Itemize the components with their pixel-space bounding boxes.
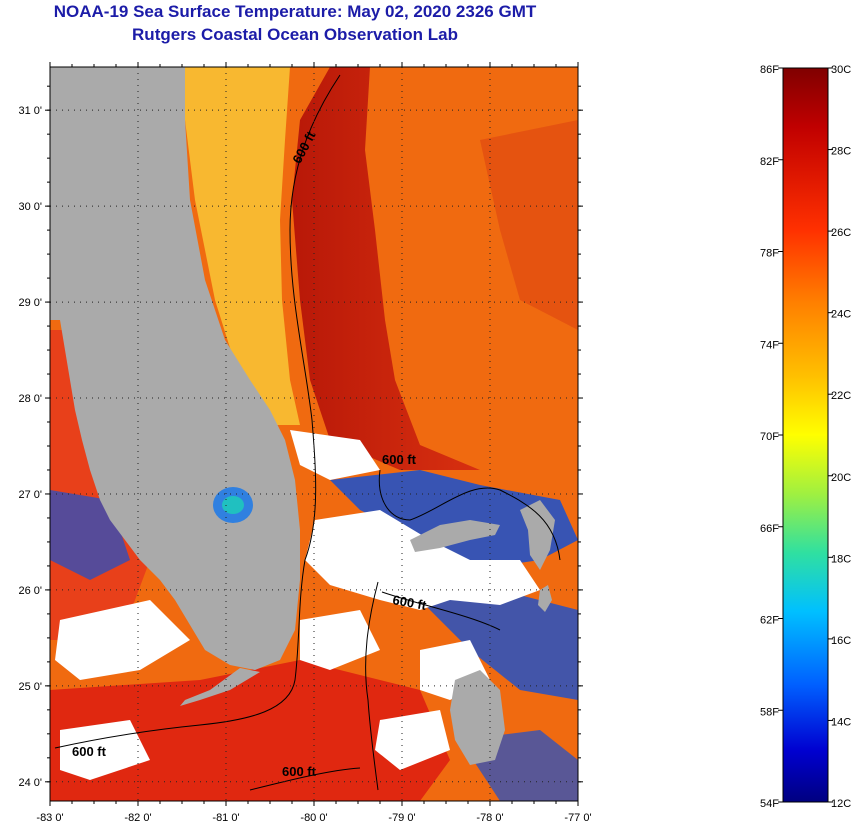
offshore-warm-patch	[480, 120, 578, 330]
lake-okeechobee-core	[222, 496, 244, 514]
lon-label: -83 0'	[36, 812, 63, 824]
eleuthera-island	[538, 585, 552, 612]
florida-keys	[180, 668, 260, 706]
cloud-cover	[55, 600, 190, 680]
isobath-600ft	[365, 581, 379, 791]
lon-label: -80 0'	[300, 812, 327, 824]
lon-label: -78 0'	[476, 812, 503, 824]
gulf-stream	[292, 67, 480, 470]
colorbar-label-f: 78F	[760, 248, 779, 260]
cloud-cover	[60, 720, 150, 780]
cool-water-patch	[420, 590, 578, 700]
cloud-cover	[290, 430, 380, 480]
colorbar-label-c: 30C	[831, 64, 851, 76]
colorbar-label-c: 20C	[831, 472, 851, 484]
colorbar-label-f: 82F	[760, 156, 779, 168]
lat-label: 24 0'	[18, 777, 42, 789]
colorbar-label-c: 24C	[831, 309, 851, 321]
colorbar-label-f: 86F	[760, 64, 779, 76]
lat-label: 31 0'	[18, 105, 42, 117]
colorbar-label-c: 22C	[831, 390, 851, 402]
lon-label: -81 0'	[212, 812, 239, 824]
cool-water-patch	[330, 470, 578, 570]
andros-island	[450, 670, 505, 765]
isobath-600ft	[378, 469, 561, 561]
lon-label: -82 0'	[124, 812, 151, 824]
colorbar-label-c: 14C	[831, 716, 851, 728]
lon-label: -79 0'	[388, 812, 415, 824]
contour-label: 600 ft	[282, 764, 317, 779]
colorbar-label-f: 62F	[760, 615, 779, 627]
lat-label: 29 0'	[18, 297, 42, 309]
map-title: NOAA-19 Sea Surface Temperature: May 02,…	[53, 2, 537, 21]
colorbar-label-c: 12C	[831, 798, 851, 810]
lat-label: 30 0'	[18, 201, 42, 213]
colorbar-label-f: 74F	[760, 339, 779, 351]
coastal-warm-water	[175, 67, 300, 425]
isobath-600ft	[54, 74, 341, 749]
colorbar-label-f: 70F	[760, 431, 779, 443]
colorbar-label-c: 18C	[831, 553, 851, 565]
straits-warm-water	[50, 660, 450, 801]
colorbar-label-f: 54F	[760, 798, 779, 810]
colorbar-label-f: 66F	[760, 523, 779, 535]
lat-label: 25 0'	[18, 681, 42, 693]
contour-label: 600 ft	[391, 592, 428, 613]
colorbar-label-c: 26C	[831, 227, 851, 239]
isobath-600ft	[381, 591, 501, 631]
contour-label: 600 ft	[72, 744, 107, 759]
colorbar-label-f: 58F	[760, 706, 779, 718]
cloud-cover	[305, 510, 540, 610]
colorbar	[782, 67, 829, 803]
map-subtitle: Rutgers Coastal Ocean Observation Lab	[132, 25, 458, 44]
lat-label: 27 0'	[18, 489, 42, 501]
isobath-600ft	[249, 767, 361, 791]
colorbar-label-c: 28C	[831, 146, 851, 158]
abaco-island	[520, 500, 555, 570]
cloud-cover	[375, 710, 450, 770]
contour-label: 600 ft	[382, 452, 417, 467]
lon-label: -77 0'	[564, 812, 591, 824]
lat-label: 28 0'	[18, 393, 42, 405]
lat-label: 26 0'	[18, 585, 42, 597]
colorbar-label-c: 16C	[831, 635, 851, 647]
grand-bahama	[410, 520, 500, 552]
cloud-cover	[300, 610, 380, 670]
